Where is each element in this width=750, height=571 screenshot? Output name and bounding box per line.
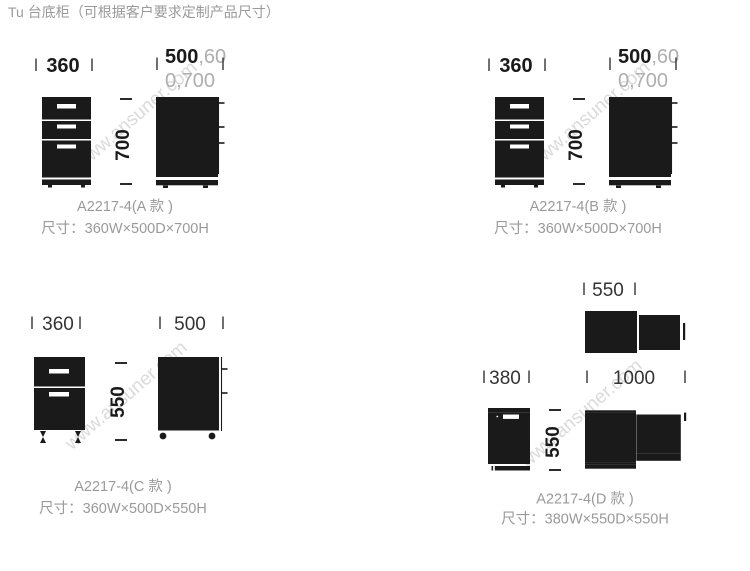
svg-text:550: 550 (543, 426, 564, 458)
svg-text:1000: 1000 (613, 368, 655, 389)
svg-text:尺寸：380W×550D×550H: 尺寸：380W×550D×550H (501, 511, 669, 528)
svg-text:A2217-4(D 款 ): A2217-4(D 款 ) (536, 491, 634, 508)
svg-text:550: 550 (592, 280, 624, 301)
svg-text:380: 380 (489, 368, 521, 389)
